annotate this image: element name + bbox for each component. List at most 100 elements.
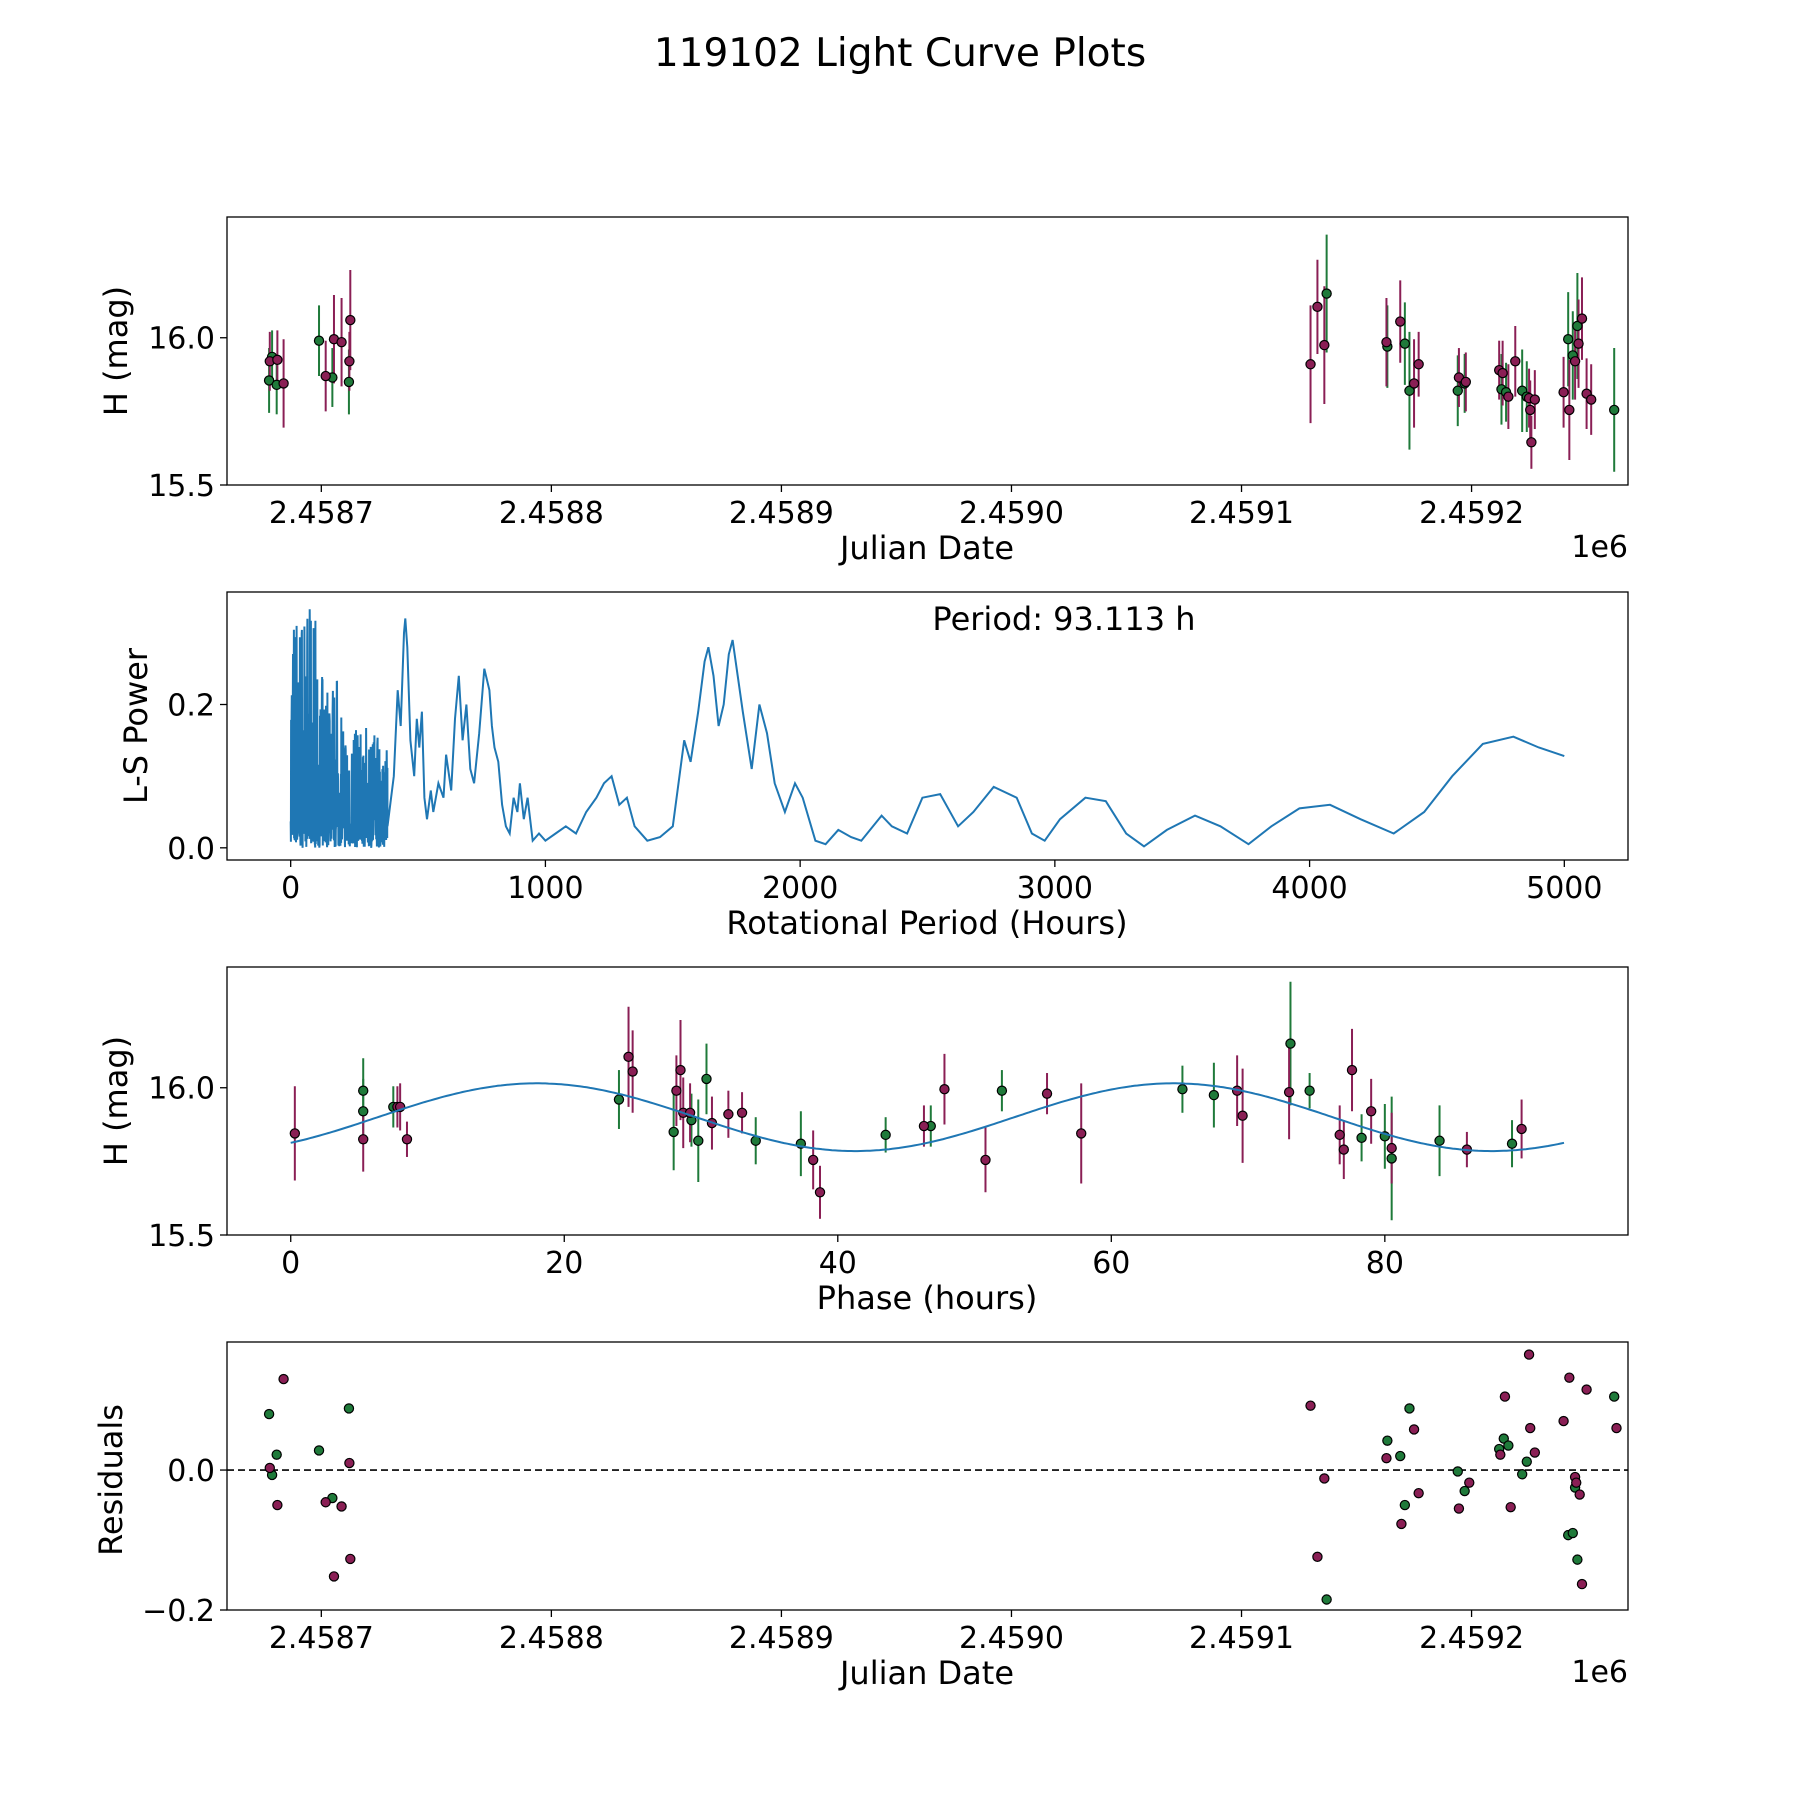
- residual-point-magenta: [1464, 1477, 1475, 1488]
- residual-point-magenta: [1413, 1487, 1424, 1499]
- x-tick-label: 2.4589: [729, 496, 834, 531]
- data-point-magenta: [1076, 1128, 1087, 1139]
- lightcurve-panel: 2.4587 2.4588 2.4589 2.4590 2.4591 2.4592 15.5…: [97, 216, 1629, 567]
- x-tick-label: 2.4592: [1419, 496, 1524, 531]
- y-tick-label: 0.2: [167, 689, 215, 724]
- residual-point-magenta: [1564, 1372, 1575, 1383]
- residuals-marks: [227, 1349, 1628, 1605]
- data-point-magenta: [1573, 338, 1584, 349]
- residual-point-magenta: [1319, 1473, 1330, 1484]
- phased-xlabel: Phase (hours): [817, 1279, 1038, 1317]
- y-tick-label: −0.2: [142, 1594, 215, 1629]
- data-point-green: [1434, 1135, 1445, 1146]
- x-tick-label: 2.4588: [499, 496, 604, 531]
- lightcurve-offset-label: 1e6: [1571, 530, 1628, 565]
- x-tick-label: 2.4591: [1189, 1621, 1294, 1656]
- residual-point-green: [1399, 1499, 1411, 1511]
- phased-marks: [289, 981, 1565, 1221]
- residual-point-magenta: [264, 1462, 275, 1474]
- residual-point-magenta: [1576, 1578, 1588, 1590]
- data-point-green: [1404, 385, 1415, 396]
- data-point-magenta: [1526, 437, 1537, 448]
- data-point-green: [1356, 1132, 1367, 1144]
- data-point-magenta: [1334, 1129, 1345, 1141]
- period-annotation: Period: 93.113 h: [932, 600, 1195, 638]
- data-point-magenta: [1510, 356, 1521, 367]
- data-point-magenta: [1041, 1088, 1053, 1099]
- y-tick-label: 16.0: [148, 1072, 215, 1107]
- residual-point-magenta: [328, 1571, 340, 1582]
- data-point-magenta: [1312, 301, 1323, 313]
- data-point-green: [358, 1085, 369, 1096]
- periodogram-xlabel: Rotational Period (Hours): [726, 904, 1127, 942]
- residual-point-magenta: [1396, 1518, 1407, 1530]
- data-point-magenta: [807, 1154, 819, 1166]
- data-point-magenta: [1283, 1086, 1295, 1098]
- lightcurve-ylabel: H (mag): [97, 286, 135, 416]
- data-point-green: [1285, 1038, 1296, 1049]
- periodogram-ticks: 0 1000 2000 3000 4000 5000 0.0 0.2: [167, 689, 1602, 906]
- periodogram-marks: [289, 609, 1565, 848]
- lightcurve-xlabel: Julian Date: [838, 529, 1014, 567]
- residual-point-green: [1452, 1466, 1463, 1477]
- y-tick-label: 16.0: [148, 322, 215, 357]
- phased-ylabel: H (mag): [97, 1036, 135, 1166]
- x-tick-label: 20: [545, 1246, 583, 1281]
- x-tick-label: 5000: [1526, 871, 1602, 906]
- residual-point-magenta: [1529, 1447, 1541, 1458]
- residual-point-magenta: [1611, 1422, 1622, 1434]
- periodogram-panel: 0 1000 2000 3000 4000 5000 0.0 0.2 Period: 93.1…: [117, 591, 1629, 942]
- data-point-magenta: [939, 1084, 950, 1095]
- data-point-green: [1608, 404, 1620, 416]
- x-tick-label: 0: [281, 871, 300, 906]
- data-point-magenta: [918, 1120, 930, 1132]
- residual-point-green: [271, 1449, 282, 1460]
- data-point-green: [1177, 1084, 1188, 1095]
- figure-title: 119102 Light Curve Plots: [654, 31, 1146, 76]
- residual-point-magenta: [1453, 1503, 1465, 1514]
- data-point-magenta: [1365, 1106, 1377, 1117]
- residual-point-magenta: [1571, 1477, 1582, 1488]
- residual-point-magenta: [1495, 1449, 1506, 1460]
- residual-point-green: [1382, 1435, 1393, 1446]
- data-point-green: [668, 1126, 679, 1138]
- residual-point-green: [1404, 1403, 1415, 1414]
- residuals-ticks: 2.4587 2.4588 2.4589 2.4590 2.4591 2.4592 −0.2…: [142, 1454, 1524, 1656]
- data-point-magenta: [1525, 404, 1536, 416]
- residuals-ylabel: Residuals: [92, 1404, 130, 1556]
- residual-point-magenta: [336, 1501, 347, 1512]
- data-point-green: [1321, 288, 1332, 299]
- residual-point-green: [1572, 1554, 1583, 1565]
- residual-point-green: [1608, 1391, 1620, 1402]
- data-point-magenta: [1564, 404, 1575, 416]
- data-point-green: [358, 1106, 369, 1117]
- data-point-green: [1562, 334, 1574, 345]
- residual-point-green: [1321, 1594, 1332, 1605]
- y-tick-label: 15.5: [148, 469, 215, 504]
- data-point-green: [693, 1135, 704, 1146]
- residual-point-magenta: [1499, 1391, 1511, 1402]
- data-point-magenta: [980, 1154, 991, 1166]
- data-point-green: [263, 375, 275, 386]
- data-point-magenta: [401, 1134, 413, 1145]
- data-point-green: [1506, 1138, 1518, 1149]
- data-point-green: [1452, 385, 1463, 396]
- data-point-magenta: [1503, 391, 1514, 402]
- data-point-green: [1304, 1085, 1315, 1096]
- data-point-magenta: [278, 378, 289, 389]
- data-point-magenta: [671, 1085, 682, 1096]
- x-tick-label: 2.4589: [729, 1621, 834, 1656]
- residual-point-magenta: [272, 1499, 283, 1511]
- x-tick-label: 1000: [507, 871, 583, 906]
- residual-point-green: [1567, 1527, 1578, 1539]
- residual-point-magenta: [345, 1553, 356, 1565]
- phased-axes-frame: [226, 966, 1629, 1236]
- data-point-magenta: [1319, 339, 1330, 351]
- x-tick-label: 2.4587: [269, 496, 374, 531]
- residuals-xlabel: Julian Date: [838, 1654, 1014, 1692]
- lightcurve-axes-frame: [226, 216, 1629, 486]
- data-point-magenta: [358, 1134, 369, 1145]
- residual-point-magenta: [1525, 1422, 1536, 1434]
- data-point-green: [701, 1073, 712, 1085]
